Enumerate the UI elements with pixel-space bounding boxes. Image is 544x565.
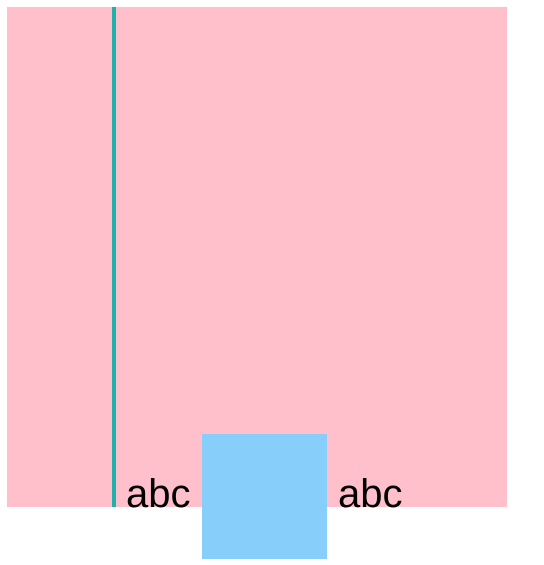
right-abc-text: abc (338, 472, 403, 516)
left-abc-text: abc (126, 472, 191, 516)
blue-square (202, 434, 327, 559)
pink-block (7, 7, 507, 507)
teal-vertical-line (112, 7, 116, 507)
